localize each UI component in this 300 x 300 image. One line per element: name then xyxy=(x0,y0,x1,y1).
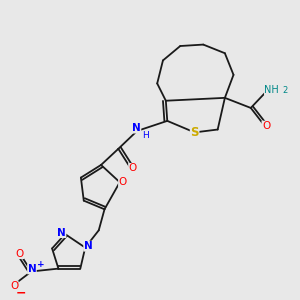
Text: N: N xyxy=(57,228,66,238)
Text: N: N xyxy=(132,123,141,133)
Text: O: O xyxy=(10,281,18,291)
Text: 2: 2 xyxy=(283,85,288,94)
Text: NH: NH xyxy=(264,85,279,95)
Text: H: H xyxy=(142,131,148,140)
Text: O: O xyxy=(129,164,137,173)
Text: O: O xyxy=(262,121,270,131)
Text: N: N xyxy=(84,241,92,251)
Text: +: + xyxy=(37,260,44,269)
Text: O: O xyxy=(15,249,24,259)
Text: O: O xyxy=(118,177,127,187)
Text: N: N xyxy=(28,264,36,274)
Text: −: − xyxy=(16,286,26,299)
Text: S: S xyxy=(190,126,199,139)
